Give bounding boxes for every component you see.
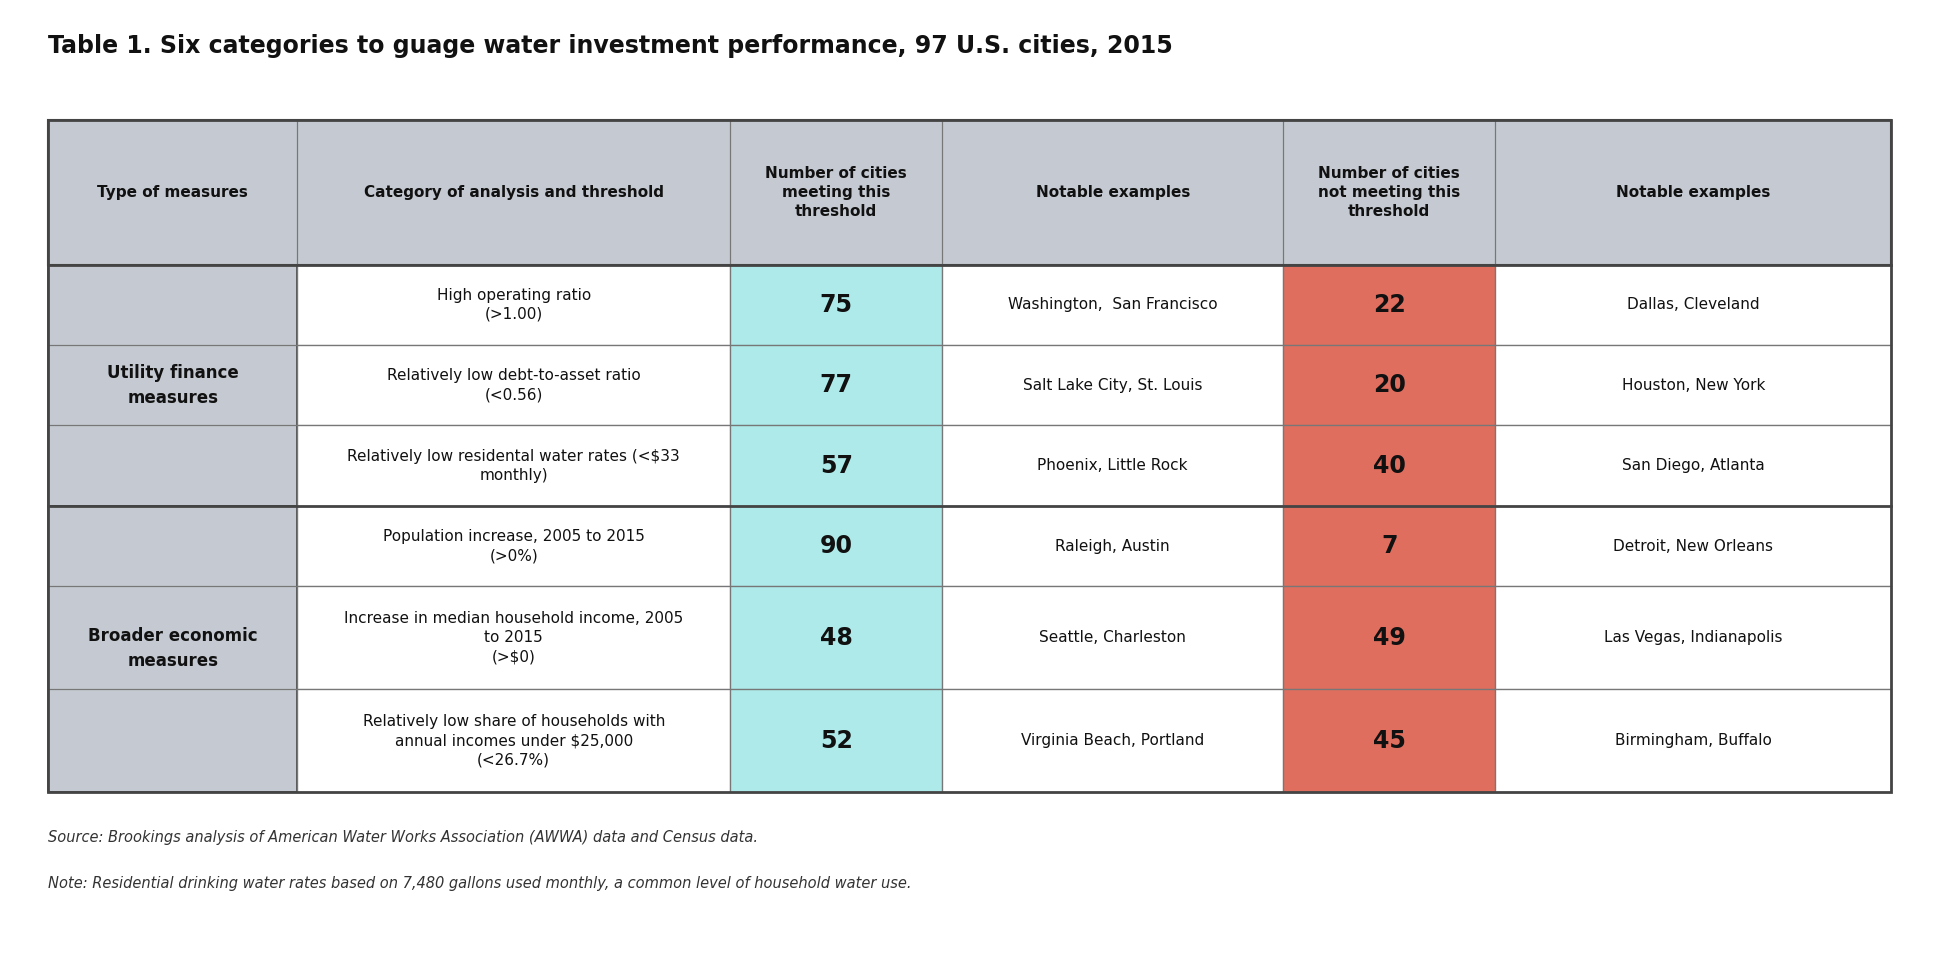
- Text: Relatively low residental water rates (<$33
monthly): Relatively low residental water rates (<…: [348, 448, 681, 483]
- Text: 20: 20: [1373, 373, 1406, 397]
- Text: 40: 40: [1373, 454, 1406, 478]
- Text: Phoenix, Little Rock: Phoenix, Little Rock: [1037, 458, 1187, 473]
- Text: 22: 22: [1373, 293, 1406, 317]
- Bar: [48, 120, 1891, 265]
- Text: Salt Lake City, St. Louis: Salt Lake City, St. Louis: [1023, 378, 1203, 393]
- Text: San Diego, Atlanta: San Diego, Atlanta: [1623, 458, 1764, 473]
- Bar: [1495, 345, 1891, 425]
- Text: Las Vegas, Indianapolis: Las Vegas, Indianapolis: [1603, 630, 1783, 645]
- Text: Number of cities
not meeting this
threshold: Number of cities not meeting this thresh…: [1319, 166, 1460, 219]
- Bar: [1284, 506, 1495, 587]
- Bar: [1284, 587, 1495, 689]
- Text: 45: 45: [1373, 729, 1406, 753]
- Text: Increase in median household income, 2005
to 2015
(>$0): Increase in median household income, 200…: [344, 611, 683, 664]
- Text: 48: 48: [820, 626, 853, 650]
- Text: High operating ratio
(>1.00): High operating ratio (>1.00): [437, 288, 592, 322]
- Text: 49: 49: [1373, 626, 1406, 650]
- Bar: [942, 689, 1284, 792]
- Text: Seattle, Charleston: Seattle, Charleston: [1039, 630, 1186, 645]
- Bar: [1284, 425, 1495, 506]
- Text: Note: Residential drinking water rates based on 7,480 gallons used monthly, a co: Note: Residential drinking water rates b…: [48, 876, 911, 892]
- Bar: [1495, 425, 1891, 506]
- Bar: [1495, 506, 1891, 587]
- Bar: [942, 506, 1284, 587]
- Text: 57: 57: [820, 454, 853, 478]
- Bar: [1495, 265, 1891, 345]
- Text: Notable examples: Notable examples: [1035, 185, 1189, 200]
- Text: Raleigh, Austin: Raleigh, Austin: [1056, 539, 1170, 554]
- Bar: [298, 345, 731, 425]
- Text: Category of analysis and threshold: Category of analysis and threshold: [364, 185, 663, 200]
- Bar: [1284, 265, 1495, 345]
- Text: Dallas, Cleveland: Dallas, Cleveland: [1626, 298, 1760, 312]
- Text: Birmingham, Buffalo: Birmingham, Buffalo: [1615, 733, 1772, 748]
- Text: Source: Brookings analysis of American Water Works Association (AWWA) data and C: Source: Brookings analysis of American W…: [48, 830, 758, 846]
- Text: Number of cities
meeting this
threshold: Number of cities meeting this threshold: [766, 166, 907, 219]
- Text: Broader economic
measures: Broader economic measures: [87, 628, 257, 670]
- Text: Detroit, New Orleans: Detroit, New Orleans: [1613, 539, 1773, 554]
- Bar: [731, 425, 942, 506]
- Bar: [731, 587, 942, 689]
- Bar: [298, 265, 731, 345]
- Text: 52: 52: [820, 729, 853, 753]
- Text: Houston, New York: Houston, New York: [1621, 378, 1766, 393]
- Bar: [942, 587, 1284, 689]
- Bar: [298, 689, 731, 792]
- Text: Table 1. Six categories to guage water investment performance, 97 U.S. cities, 2: Table 1. Six categories to guage water i…: [48, 34, 1174, 58]
- Text: 90: 90: [820, 534, 853, 558]
- Text: 77: 77: [820, 373, 853, 397]
- Text: Utility finance
measures: Utility finance measures: [106, 364, 238, 407]
- Bar: [48, 265, 298, 506]
- Bar: [942, 345, 1284, 425]
- Text: Washington,  San Francisco: Washington, San Francisco: [1008, 298, 1218, 312]
- Bar: [1284, 689, 1495, 792]
- Text: Virginia Beach, Portland: Virginia Beach, Portland: [1021, 733, 1205, 748]
- Bar: [942, 265, 1284, 345]
- Bar: [731, 345, 942, 425]
- Text: Notable examples: Notable examples: [1617, 185, 1770, 200]
- Bar: [48, 120, 1891, 792]
- Bar: [48, 506, 298, 792]
- Bar: [298, 425, 731, 506]
- Text: Type of measures: Type of measures: [97, 185, 248, 200]
- Text: Relatively low debt-to-asset ratio
(<0.56): Relatively low debt-to-asset ratio (<0.5…: [387, 369, 640, 402]
- Text: Relatively low share of households with
annual incomes under $25,000
(<26.7%): Relatively low share of households with …: [362, 714, 665, 767]
- Text: 75: 75: [820, 293, 853, 317]
- Bar: [731, 265, 942, 345]
- Bar: [298, 587, 731, 689]
- Bar: [1284, 345, 1495, 425]
- Bar: [942, 425, 1284, 506]
- Bar: [731, 506, 942, 587]
- Bar: [298, 506, 731, 587]
- Bar: [731, 689, 942, 792]
- Bar: [1495, 689, 1891, 792]
- Text: Population increase, 2005 to 2015
(>0%): Population increase, 2005 to 2015 (>0%): [383, 529, 644, 564]
- Text: 7: 7: [1381, 534, 1398, 558]
- Bar: [1495, 587, 1891, 689]
